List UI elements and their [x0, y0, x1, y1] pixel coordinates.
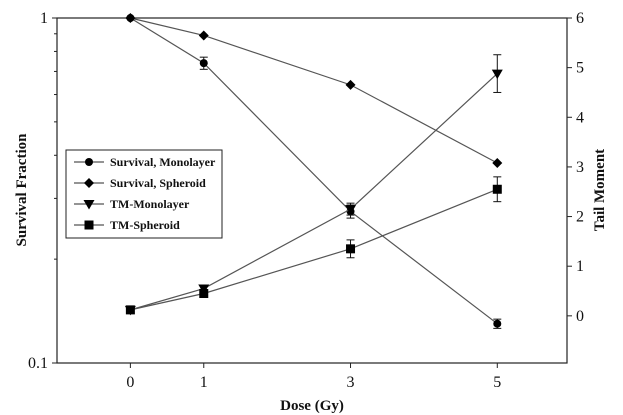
x-tick-label: 0 [126, 374, 134, 391]
legend-label: TM-Monolayer [110, 197, 190, 211]
legend-items: Survival, Monolayer Survival, Spheroid TM-… [74, 155, 216, 232]
data-point [345, 79, 356, 90]
x-tick-label: 1 [200, 374, 208, 391]
data-point [199, 289, 209, 299]
series-line [130, 17, 498, 325]
y-right-tick-label: 0 [576, 308, 584, 325]
data-point [125, 305, 135, 315]
y-right-tick-label: 5 [576, 60, 584, 77]
legend-marker [84, 178, 94, 188]
series-line [130, 73, 498, 311]
x-tick-label: 5 [493, 374, 501, 391]
data-point [346, 244, 356, 254]
x-tick-label: 3 [347, 374, 355, 391]
y-right-tick-label: 6 [576, 10, 584, 27]
legend-marker [84, 220, 94, 230]
data-point [492, 184, 502, 194]
legend-label: TM-Spheroid [110, 218, 180, 232]
y-left-tick-label: 0.1 [28, 355, 48, 372]
data-point [345, 205, 357, 215]
data-point [198, 30, 209, 41]
series-1 [125, 13, 503, 168]
series-line [130, 188, 498, 311]
data-point [491, 69, 503, 80]
plot-frame [56, 17, 568, 364]
y-axis-left-title: Survival Fraction [14, 133, 30, 247]
legend-label: Survival, Monolayer [110, 155, 216, 169]
data-point [493, 319, 502, 328]
data-point [492, 157, 503, 168]
series-line [130, 17, 498, 164]
y-right-tick-label: 1 [576, 258, 584, 275]
data-point [199, 59, 208, 68]
legend-marker [83, 200, 95, 210]
series-3 [125, 176, 502, 315]
legend: Survival, Monolayer Survival, Spheroid TM-… [65, 149, 223, 239]
y-axis-right-title: Tail Moment [592, 149, 608, 231]
chart-marks [124, 13, 503, 329]
y-right-tick-label: 2 [576, 209, 584, 226]
data-point [125, 13, 136, 23]
y-right-tick-label: 4 [576, 109, 584, 126]
x-axis-title: Dose (Gy) [280, 398, 344, 414]
y-right-tick-label: 3 [576, 159, 584, 176]
legend-label: Survival, Spheroid [110, 176, 206, 190]
y-left-tick-label: 1 [40, 10, 48, 27]
legend-marker [85, 158, 93, 166]
chart-ticks: 0 1 3 5 1 0.1 0 1 2 3 4 5 6 [28, 10, 584, 391]
